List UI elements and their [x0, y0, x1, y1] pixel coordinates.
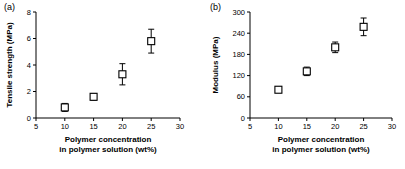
error-bar	[275, 87, 281, 93]
x-tick	[306, 118, 307, 121]
x-tick	[151, 118, 152, 121]
point	[119, 71, 126, 78]
x-tick	[392, 118, 393, 121]
error-cap	[332, 52, 338, 53]
x-tick	[278, 118, 279, 121]
x-tick-label: 5	[34, 122, 38, 131]
x-tick-label: 15	[303, 122, 311, 131]
x-tick-label: 20	[331, 122, 339, 131]
point	[332, 44, 339, 51]
y-tick-label: 180	[232, 50, 245, 59]
x-tick-label: 30	[388, 122, 396, 131]
marks	[275, 18, 367, 93]
panel: (a) 5 10 15 20 25 30 0 2 4 6 8 Polymer concentration…	[4, 2, 184, 154]
error-cap	[332, 42, 338, 43]
y-tick-label: 120	[232, 71, 245, 80]
point	[90, 93, 97, 100]
x-tick-label: 5	[248, 122, 252, 131]
y-tick-label: 300	[232, 8, 245, 17]
x-tick-label: 20	[118, 122, 126, 131]
marks	[61, 29, 154, 111]
y-tick	[247, 54, 250, 55]
y-tick	[33, 12, 36, 13]
panel-label: (b)	[210, 2, 221, 12]
y-tick-label: 0	[241, 114, 245, 123]
y-tick-label: 60	[237, 92, 245, 101]
x-tick	[335, 118, 336, 121]
error-bar	[304, 67, 310, 75]
point	[275, 86, 282, 93]
point	[148, 38, 155, 45]
x-axis-label-line: Polymer concentration	[65, 135, 152, 144]
y-axis-label: Tensile strength (MPa)	[5, 22, 14, 108]
y-tick	[247, 12, 250, 13]
error-cap	[361, 18, 367, 19]
y-tick	[33, 65, 36, 66]
x-axis-label-line: Polymer concentration	[278, 135, 365, 144]
error-bar	[119, 64, 125, 85]
point	[303, 68, 310, 75]
x-tick-label: 15	[89, 122, 97, 131]
y-tick-label: 2	[27, 87, 31, 96]
x-tick	[93, 118, 94, 121]
x-axis-label-line: in polymer solution (wt%)	[272, 145, 370, 154]
x-axis	[250, 118, 392, 119]
panel: (b)51015202530060120180240300Polymer con…	[210, 2, 396, 154]
error-cap	[119, 84, 125, 85]
y-tick-label: 240	[232, 29, 245, 38]
y-tick-label: 6	[27, 34, 31, 43]
y-tick-label: 4	[27, 61, 31, 70]
y-tick	[247, 96, 250, 97]
y-tick-label: 8	[27, 8, 31, 17]
panel-label: (a)	[4, 2, 15, 12]
x-tick	[64, 118, 65, 121]
point	[360, 23, 367, 30]
y-tick-label: 0	[27, 114, 31, 123]
y-axis	[250, 12, 251, 118]
x-axis-label: Polymer concentrationin polymer solution…	[59, 135, 157, 154]
error-bar	[361, 18, 367, 36]
error-cap	[148, 29, 154, 30]
y-tick	[247, 33, 250, 34]
error-cap	[148, 53, 154, 54]
y-tick	[33, 38, 36, 39]
x-tick-label: 25	[359, 122, 367, 131]
x-tick-label: 10	[61, 122, 69, 131]
error-cap	[361, 35, 367, 36]
x-axis-label-line: in polymer solution (wt%)	[59, 145, 157, 154]
error-cap	[119, 63, 125, 64]
y-tick	[247, 75, 250, 76]
figure: (a)5101520253002468Polymer concentration…	[0, 0, 405, 169]
x-tick	[180, 118, 181, 121]
x-tick	[122, 118, 123, 121]
y-tick	[33, 118, 36, 119]
x-tick-label: 30	[176, 122, 184, 131]
error-bar	[148, 29, 154, 53]
x-tick	[363, 118, 364, 121]
x-tick-label: 10	[274, 122, 282, 131]
error-bar	[332, 42, 338, 53]
error-bar	[62, 103, 68, 111]
y-axis-label: Modulus (MPa)	[211, 36, 220, 93]
x-tick-label: 25	[147, 122, 155, 131]
y-tick	[247, 118, 250, 119]
x-axis-label: Polymer concentrationin polymer solution…	[272, 135, 370, 154]
x-axis	[36, 118, 180, 119]
point	[61, 104, 68, 111]
error-bar	[91, 93, 97, 100]
y-tick	[33, 91, 36, 92]
